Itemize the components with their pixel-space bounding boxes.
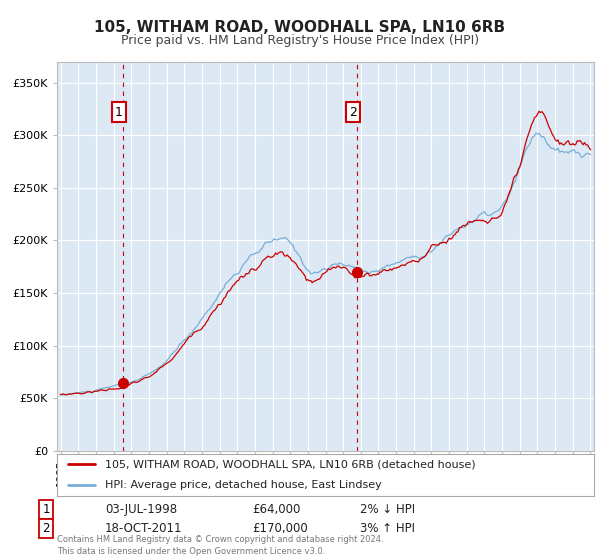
Text: 105, WITHAM ROAD, WOODHALL SPA, LN10 6RB: 105, WITHAM ROAD, WOODHALL SPA, LN10 6RB [94, 20, 506, 35]
Text: 2: 2 [349, 106, 356, 119]
Text: 2% ↓ HPI: 2% ↓ HPI [360, 503, 415, 516]
Text: 1: 1 [43, 503, 50, 516]
Text: Price paid vs. HM Land Registry's House Price Index (HPI): Price paid vs. HM Land Registry's House … [121, 34, 479, 46]
Text: 105, WITHAM ROAD, WOODHALL SPA, LN10 6RB (detached house): 105, WITHAM ROAD, WOODHALL SPA, LN10 6RB… [106, 459, 476, 469]
Text: 3% ↑ HPI: 3% ↑ HPI [360, 521, 415, 535]
Text: £170,000: £170,000 [252, 521, 308, 535]
Text: £64,000: £64,000 [252, 503, 301, 516]
Text: HPI: Average price, detached house, East Lindsey: HPI: Average price, detached house, East… [106, 480, 382, 490]
Text: 1: 1 [115, 106, 122, 119]
Text: 03-JUL-1998: 03-JUL-1998 [105, 503, 177, 516]
Text: 2: 2 [43, 521, 50, 535]
Text: 18-OCT-2011: 18-OCT-2011 [105, 521, 182, 535]
Text: Contains HM Land Registry data © Crown copyright and database right 2024.
This d: Contains HM Land Registry data © Crown c… [57, 535, 383, 556]
